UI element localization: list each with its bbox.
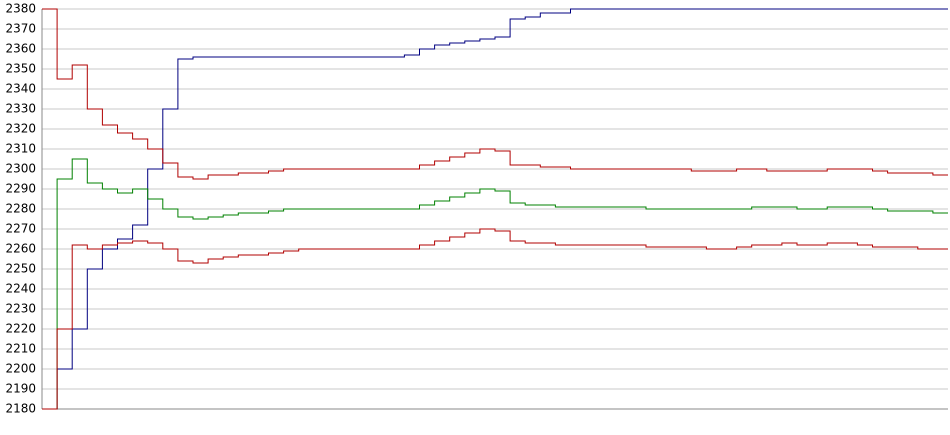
y-tick-label: 2180 (5, 402, 36, 416)
y-tick-label: 2190 (5, 382, 36, 396)
y-tick-label: 2370 (5, 22, 36, 36)
y-tick-label: 2290 (5, 182, 36, 196)
y-tick-label: 2350 (5, 62, 36, 76)
y-tick-label: 2200 (5, 362, 36, 376)
y-tick-label: 2330 (5, 102, 36, 116)
y-tick-label: 2240 (5, 282, 36, 296)
y-tick-label: 2230 (5, 302, 36, 316)
y-tick-label: 2210 (5, 342, 36, 356)
y-tick-label: 2270 (5, 222, 36, 236)
y-tick-label: 2310 (5, 142, 36, 156)
series-line (42, 8, 948, 180)
y-tick-label: 2280 (5, 202, 36, 216)
y-tick-label: 2340 (5, 82, 36, 96)
series-line (42, 158, 948, 410)
y-tick-label: 2380 (5, 2, 36, 16)
y-tick-label: 2360 (5, 42, 36, 56)
y-tick-label: 2250 (5, 262, 36, 276)
y-tick-label: 2320 (5, 122, 36, 136)
y-tick-label: 2220 (5, 322, 36, 336)
y-tick-label: 2300 (5, 162, 36, 176)
series-line (42, 228, 948, 410)
y-tick-label: 2260 (5, 242, 36, 256)
